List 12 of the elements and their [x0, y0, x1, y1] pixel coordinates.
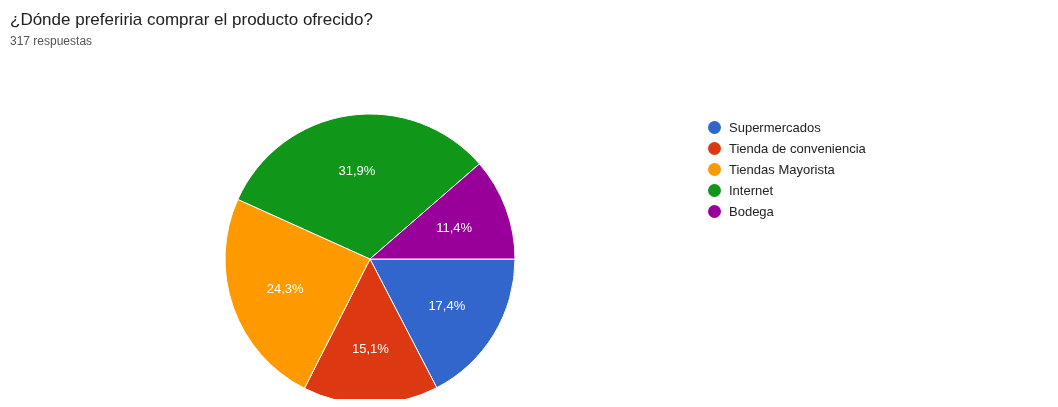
legend-label: Supermercados	[729, 120, 821, 135]
legend-label: Tienda de conveniencia	[729, 141, 866, 156]
data-label: 31,9%	[338, 162, 376, 178]
legend-label: Internet	[729, 183, 774, 198]
chart-title: ¿Dónde preferiria comprar el producto ofrecido?	[10, 10, 373, 30]
data-label: 17,4%	[428, 298, 466, 314]
text: 317 respuestas	[10, 34, 93, 48]
data-label: 15,1%	[351, 341, 390, 357]
data-label: 24,3%	[266, 281, 305, 297]
legend-label: Tiendas Mayorista	[729, 162, 835, 177]
data-label: 11,4%	[436, 220, 473, 236]
legend-label: Bodega	[729, 204, 774, 219]
